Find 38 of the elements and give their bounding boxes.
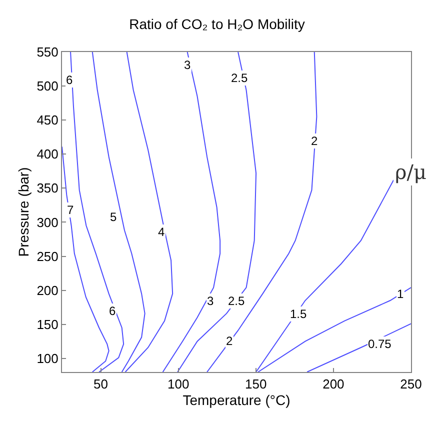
x-tick-label: 250 xyxy=(400,376,422,392)
y-tick-label: 500 xyxy=(36,78,58,94)
y-tick-label: 150 xyxy=(36,316,58,332)
y-tick-label: 200 xyxy=(36,282,58,298)
annotation: 2 xyxy=(226,334,233,348)
x-tick-label: 100 xyxy=(167,376,190,392)
annotation: 7 xyxy=(67,203,74,217)
x-axis-title: Temperature (°C) xyxy=(182,392,290,408)
annotation: 6 xyxy=(109,304,116,318)
annotation: 4 xyxy=(158,225,165,239)
annotation: 2.5 xyxy=(231,71,248,85)
y-tick-label: 550 xyxy=(36,44,58,60)
chart-title: Ratio of CO₂ to H₂O Mobility xyxy=(129,16,305,32)
annotation: 3 xyxy=(207,294,214,308)
y-tick-label: 300 xyxy=(36,214,58,230)
x-tick-label: 50 xyxy=(94,376,108,392)
y-tick-label: 100 xyxy=(36,350,58,366)
line-series xyxy=(177,52,257,372)
y-axis-title: Pressure (bar) xyxy=(15,167,32,257)
annotation: 1.5 xyxy=(290,307,308,321)
y-tick-label: 400 xyxy=(36,146,58,162)
x-tick-label: 200 xyxy=(322,376,344,392)
annotation: 1 xyxy=(397,287,404,301)
y-tick-label: 450 xyxy=(36,112,58,128)
annotation: 0.75 xyxy=(368,337,392,351)
annotation: ρ/μ xyxy=(395,160,426,184)
annotation: 2 xyxy=(311,134,318,148)
annotation: 6 xyxy=(66,73,73,87)
y-tick-label: 250 xyxy=(36,248,58,264)
line-series xyxy=(124,52,174,372)
line-series xyxy=(92,52,146,372)
annotation: 2.5 xyxy=(228,294,246,308)
x-tick-label: 150 xyxy=(245,376,267,392)
y-tick-label: 350 xyxy=(36,180,58,196)
line-series xyxy=(62,146,110,372)
annotation: 3 xyxy=(184,58,191,72)
line-series xyxy=(206,52,318,372)
annotation: 5 xyxy=(110,210,117,224)
